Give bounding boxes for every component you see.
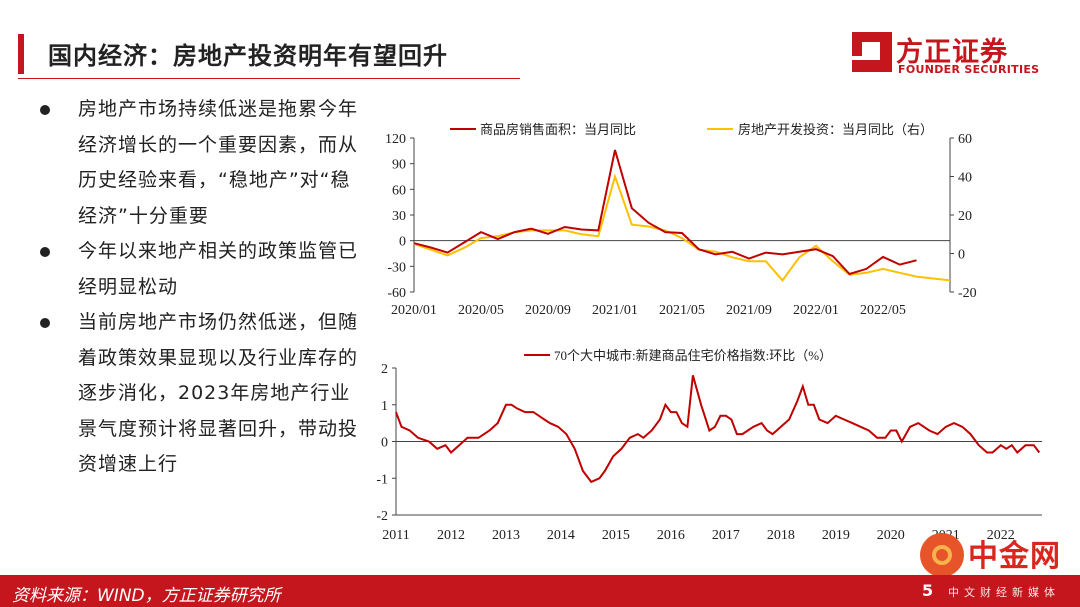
series-sales-line (413, 149, 917, 276)
bullet-item: 当前房地产市场仍然低迷，但随着政策效果显现以及行业库存的逐步消化，2023年房地… (40, 305, 370, 483)
logo-english-name: FOUNDER SECURITIES (898, 63, 1040, 76)
page-number: 5 (922, 581, 934, 600)
footer-bar (0, 575, 1080, 607)
logo-name: 方正证券 (896, 37, 1008, 68)
right-y-tick-label: 0 (958, 248, 965, 263)
x-tick-label: 2022 (987, 528, 1015, 543)
watermark-subtitle: 中文财经新媒体 (948, 586, 1060, 599)
left-y-tick-label: -30 (387, 260, 406, 275)
title-divider (18, 78, 520, 79)
bullet-dot-icon (40, 105, 50, 115)
left-y-tick-label: 90 (392, 158, 406, 173)
x-tick-label: 2018 (767, 528, 795, 543)
bullet-text: 房地产市场持续低迷是拖累今年经济增长的一个重要因素，而从历史经验来看，“稳地产”… (78, 98, 359, 227)
y-tick-label: 0 (381, 436, 388, 451)
series-investment-line (413, 173, 951, 283)
watermark-url: CNGOLD.COM.CN (990, 568, 1067, 577)
x-tick-label: 2013 (492, 528, 520, 543)
x-tick-label: 2022/01 (793, 303, 839, 318)
y-tick-label: -1 (376, 472, 388, 487)
bullet-item: 今年以来地产相关的政策监管已经明显松动 (40, 234, 370, 305)
x-tick-label: 2021/09 (726, 303, 772, 318)
right-y-tick-label: -20 (958, 286, 977, 301)
left-y-tick-label: 0 (399, 235, 406, 250)
left-y-tick-label: -60 (387, 286, 406, 301)
bullet-dot-icon (40, 247, 50, 257)
source-note: 资料来源：WIND，方正证券研究所 (12, 586, 281, 606)
right-y-tick-label: 20 (958, 209, 972, 224)
x-tick-label: 2022/05 (860, 303, 906, 318)
x-tick-label: 2020/01 (391, 303, 437, 318)
left-y-tick-label: 30 (392, 209, 406, 224)
x-tick-label: 2016 (657, 528, 685, 543)
sales-investment-chart: -60 -30 0 30 60 90 120 -20 0 20 40 60 2020/01 2020/05… (385, 122, 977, 318)
x-tick-label: 2017 (712, 528, 740, 543)
x-tick-label: 2019 (822, 528, 850, 543)
bullet-dot-icon (40, 318, 50, 328)
x-tick-label: 2020/05 (458, 303, 504, 318)
left-y-tick-label: 60 (392, 183, 406, 198)
founder-logo-icon (852, 32, 892, 72)
page-title: 国内经济：房地产投资明年有望回升 (48, 42, 448, 70)
y-tick-label: 2 (381, 362, 388, 377)
bullet-list: 房地产市场持续低迷是拖累今年经济增长的一个重要因素，而从历史经验来看，“稳地产”… (40, 92, 370, 483)
right-y-tick-label: 40 (958, 171, 972, 186)
x-tick-label: 2021/01 (592, 303, 638, 318)
left-y-tick-label: 120 (385, 132, 406, 147)
series-price-index-line (395, 375, 1041, 484)
x-tick-label: 2014 (547, 528, 575, 543)
watermark-text: 中金网 (968, 539, 1061, 574)
y-tick-label: -2 (376, 509, 388, 524)
x-tick-label: 2015 (602, 528, 630, 543)
x-tick-label: 2011 (382, 528, 409, 543)
legend-investment-label: 房地产开发投资：当月同比（右） (738, 122, 933, 137)
legend-sales-label: 商品房销售面积：当月同比 (480, 122, 636, 137)
housing-price-index-chart: -2 -1 0 1 2 2011 2012 2013 2014 2015 2016 2017 2018 2… (376, 348, 1042, 543)
bullet-text: 今年以来地产相关的政策监管已经明显松动 (78, 240, 359, 298)
title-accent-bar (18, 34, 24, 74)
bullet-item: 房地产市场持续低迷是拖累今年经济增长的一个重要因素，而从历史经验来看，“稳地产”… (40, 92, 370, 234)
x-tick-label: 2020/09 (525, 303, 571, 318)
bullet-text: 当前房地产市场仍然低迷，但随着政策效果显现以及行业库存的逐步消化，2023年房地… (78, 311, 359, 475)
x-tick-label: 2020 (877, 528, 905, 543)
watermark-logo-ring (932, 545, 952, 565)
right-y-tick-label: 60 (958, 132, 972, 147)
y-tick-label: 1 (381, 399, 388, 414)
x-tick-label: 2012 (437, 528, 465, 543)
x-tick-label: 2021/05 (659, 303, 705, 318)
legend-price-label: 70个大中城市:新建商品住宅价格指数:环比（%） (554, 348, 832, 363)
